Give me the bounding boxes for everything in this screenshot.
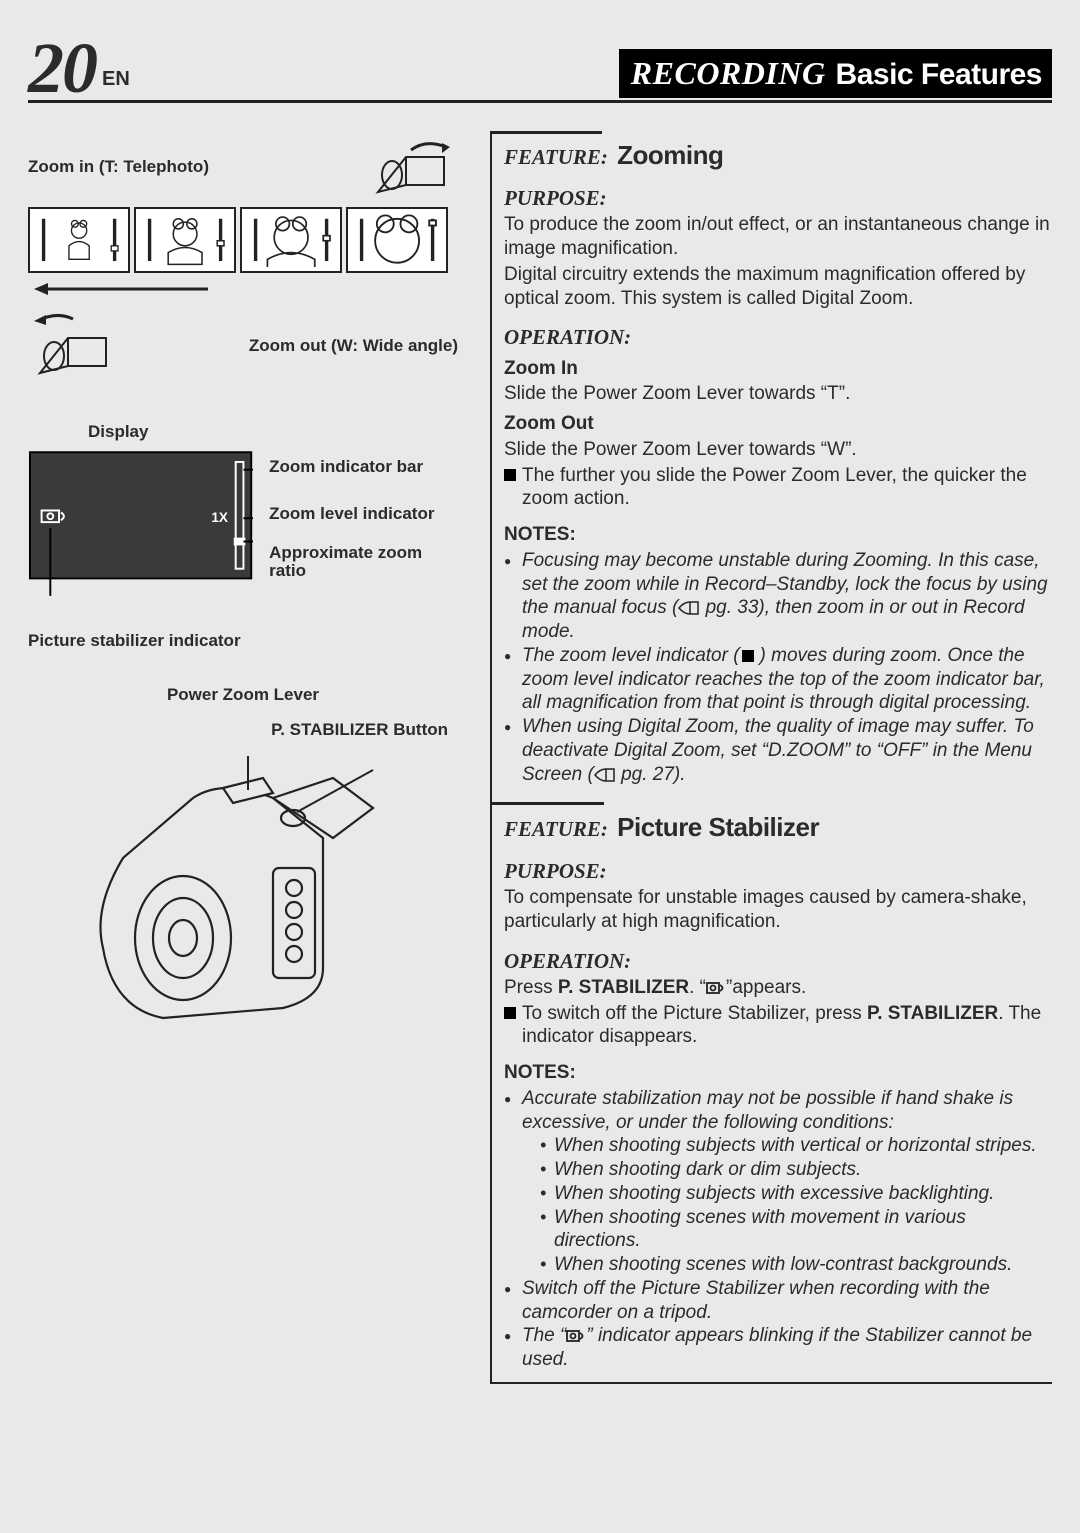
callout-zoom-indicator-bar: Zoom indicator bar (269, 458, 458, 477)
stabilizer-op-press: Press P. STABILIZER. “”appears. (504, 976, 1052, 1000)
zoom-thumbnails (28, 207, 458, 273)
power-zoom-lever-label: Power Zoom Lever (28, 684, 458, 705)
feature-divider (492, 802, 604, 805)
zoom-thumb-1 (28, 207, 130, 273)
section-category: RECORDING (631, 53, 826, 93)
p-stabilizer-button-label: P. STABILIZER Button (28, 719, 448, 740)
callout-approximate-zoom-ratio: Approximate zoom ratio (269, 544, 458, 581)
camcorder-lower-icon (28, 311, 120, 381)
feature-zooming-heading: FEATURE: Zooming (504, 139, 1052, 172)
zooming-notes-list: Focusing may become unstable during Zoom… (504, 549, 1052, 787)
zoom-thumb-3 (240, 207, 342, 273)
left-column: Zoom in (T: Telephoto) (28, 131, 458, 1384)
stabilizer-sub-5: When shooting scenes with low-contrast b… (540, 1253, 1052, 1277)
zoom-in-subheading: Zoom In (504, 357, 1052, 381)
zoom-thumb-2 (134, 207, 236, 273)
zoom-in-text: Slide the Power Zoom Lever towards “T”. (504, 382, 1052, 406)
stabilizer-icon (566, 1328, 586, 1344)
page-ref-icon (594, 768, 616, 782)
zoom-thumb-4 (346, 207, 448, 273)
stabilizer-sub-4: When shooting scenes with movement in va… (540, 1206, 1052, 1254)
zoom-speed-note: The further you slide the Power Zoom Lev… (504, 464, 1052, 512)
stabilizer-note-3: The “” indicator appears blinking if the… (504, 1324, 1052, 1372)
notes-label-1: NOTES: (504, 523, 1052, 547)
stabilizer-notes-list: Accurate stabilization may not be possib… (504, 1087, 1052, 1372)
feature-stabilizer-heading: FEATURE: Picture Stabilizer (504, 811, 1052, 844)
zoom-direction-arrow (32, 282, 212, 296)
page-language: EN (102, 67, 130, 92)
right-column: FEATURE: Zooming PURPOSE: To produce the… (490, 131, 1052, 1384)
zooming-purpose-2: Digital circuitry extends the maximum ma… (504, 263, 1052, 311)
page-header: 20 EN RECORDING Basic Features (28, 40, 1052, 103)
zoom-out-subheading: Zoom Out (504, 412, 1052, 436)
stabilizer-sub-1: When shooting subjects with vertical or … (540, 1134, 1052, 1158)
stabilizer-indicator-caption: Picture stabilizer indicator (28, 630, 458, 651)
callout-zoom-level-indicator: Zoom level indicator (269, 505, 458, 524)
zooming-note-1: Focusing may become unstable during Zoom… (504, 549, 1052, 644)
svg-text:1X: 1X (211, 510, 228, 525)
page-ref-icon (678, 601, 700, 615)
page-number: 20 (28, 40, 96, 98)
zooming-note-3: When using Digital Zoom, the quality of … (504, 715, 1052, 786)
purpose-label-2: PURPOSE: (504, 858, 1052, 884)
stabilizer-sub-2: When shooting dark or dim subjects. (540, 1158, 1052, 1182)
camcorder-upper-icon (366, 137, 458, 197)
camcorder-diagram (73, 748, 413, 1048)
display-label: Display (88, 421, 458, 442)
zoom-out-text: Slide the Power Zoom Lever towards “W”. (504, 438, 1052, 462)
operation-label: OPERATION: (504, 324, 1052, 350)
operation-label-2: OPERATION: (504, 948, 1052, 974)
notes-label-2: NOTES: (504, 1061, 1052, 1085)
purpose-label: PURPOSE: (504, 185, 1052, 211)
zoom-out-label: Zoom out (W: Wide angle) (249, 335, 458, 356)
stabilizer-sub-3: When shooting subjects with excessive ba… (540, 1182, 1052, 1206)
display-diagram: 1X (28, 448, 253, 604)
stabilizer-note-2: Switch off the Picture Stabilizer when r… (504, 1277, 1052, 1325)
zooming-note-2: The zoom level indicator () moves during… (504, 644, 1052, 715)
section-subcategory: Basic Features (836, 56, 1042, 94)
stabilizer-op-off: To switch off the Picture Stabilizer, pr… (504, 1002, 1052, 1050)
zoom-in-label: Zoom in (T: Telephoto) (28, 156, 209, 177)
stabilizer-purpose: To compensate for unstable images caused… (504, 886, 1052, 934)
section-banner: RECORDING Basic Features (619, 49, 1052, 98)
zooming-purpose-1: To produce the zoom in/out effect, or an… (504, 213, 1052, 261)
stabilizer-icon (706, 980, 726, 996)
stabilizer-note-1: Accurate stabilization may not be possib… (504, 1087, 1052, 1277)
